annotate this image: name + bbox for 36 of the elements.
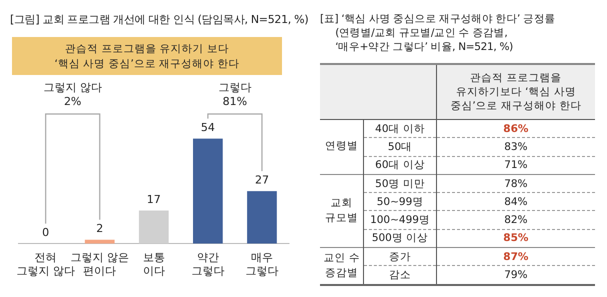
x-tick-label: 매우 그렇다 [245,251,278,278]
category-label: 60대 이상 [364,156,436,174]
category-label: 500명 이상 [364,229,436,248]
x-tick-label: 보통 이다 [142,251,165,278]
text: 그렇다 81% [217,81,252,109]
category-label: 50대 [364,138,436,156]
text: 그렇지 않다 2% [42,81,103,109]
data-label: 27 [254,173,269,186]
data-label: 2 [96,222,104,236]
data-label: 85% [436,229,595,248]
text: 연령별 [325,140,358,152]
data-label: 83% [436,138,595,156]
category-label: 증가 [364,248,436,266]
text: 관습적 프로그램을 유지하기보다 ‘핵심 사명 중심’으로 재구성해야 한다 [436,64,595,120]
category-label: 50명 미만 [364,174,436,193]
data-label: 78% [436,174,595,193]
text: 교회 규모별 [325,196,358,224]
text: (연령별/교회 규모별/교인 수 증감별, ‘매우+약간 그렇다’ 비율, N=521, %) [335,27,513,53]
data-label: 17 [146,192,161,206]
data-label: 0 [42,226,50,239]
category-label: 100~499명 [364,210,436,230]
data-label: 54 [200,120,215,134]
category-label: 감소 [364,266,436,285]
category-label: 40대 이하 [364,120,436,138]
chart-subtitle: 관습적 프로그램을 유지하기 보다 ‘핵심 사명 중심’으로 재구성해야 한다 [12,37,282,75]
text: 교인 수 증감별 [323,252,360,279]
data-label: 87% [436,248,595,266]
data-label: 71% [436,156,595,174]
x-tick-label: 약간 그렇다 [191,251,224,278]
data-label: 79% [436,266,595,285]
text: [표] ‘핵심 사명 중심으로 재구성해야 한다’ 긍정률 [320,13,556,25]
chart-title: [그림] 교회 프로그램 개선에 대한 인식 (담임목사, N=521, %) [10,12,308,27]
data-label: 82% [436,210,595,230]
data-label: 86% [502,122,530,137]
category-label: 50~99명 [364,192,436,211]
data-label: 84% [436,192,595,211]
